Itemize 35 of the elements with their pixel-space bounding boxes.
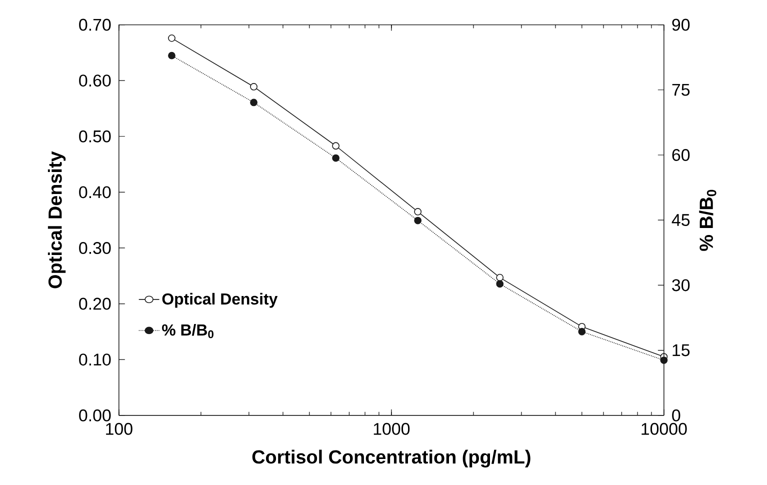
legend-label: Optical Density xyxy=(162,292,278,308)
y2-tick-label: 15 xyxy=(672,344,690,356)
y2-tick-label: 60 xyxy=(672,148,690,161)
point xyxy=(168,34,176,42)
y-tick-label: 0.40 xyxy=(79,186,111,198)
y2-tick-label: 75 xyxy=(672,84,690,96)
point xyxy=(332,154,340,162)
y2-tick-label: 0 xyxy=(672,409,680,422)
y-tick-label: 0.30 xyxy=(79,242,111,254)
y2-tick-label: 30 xyxy=(672,279,690,292)
point xyxy=(168,52,176,60)
y-tick-label: 0.00 xyxy=(79,409,111,422)
point xyxy=(414,216,422,224)
legend-label: % B/B$_{0}$ xyxy=(162,324,214,338)
x-tick-label: 1000 xyxy=(374,422,410,435)
point xyxy=(332,142,340,150)
point xyxy=(496,280,504,288)
y-tick-label: 0.20 xyxy=(79,298,111,310)
y2-tick-label: 45 xyxy=(672,214,690,226)
y-tick-label: 0.50 xyxy=(79,130,111,142)
point xyxy=(250,98,258,106)
point xyxy=(250,83,258,90)
point xyxy=(496,274,504,282)
y-tick-label: 0.10 xyxy=(79,354,111,366)
point xyxy=(660,356,668,364)
y-tick-label: 0.70 xyxy=(79,18,111,31)
y-tick-label: 0.60 xyxy=(79,74,111,87)
point xyxy=(578,328,586,336)
x-tick-label: 10000 xyxy=(642,422,687,435)
point xyxy=(414,208,422,216)
y-axis-title: Optical Density xyxy=(48,151,66,288)
x-axis-title: Cortisol Concentration (pg/mL) xyxy=(252,450,530,468)
y2-tick-label: 90 xyxy=(672,18,690,31)
x-tick-label: 100 xyxy=(106,422,132,435)
y2-axis-title: % B/B$_{0}$ xyxy=(699,190,716,251)
